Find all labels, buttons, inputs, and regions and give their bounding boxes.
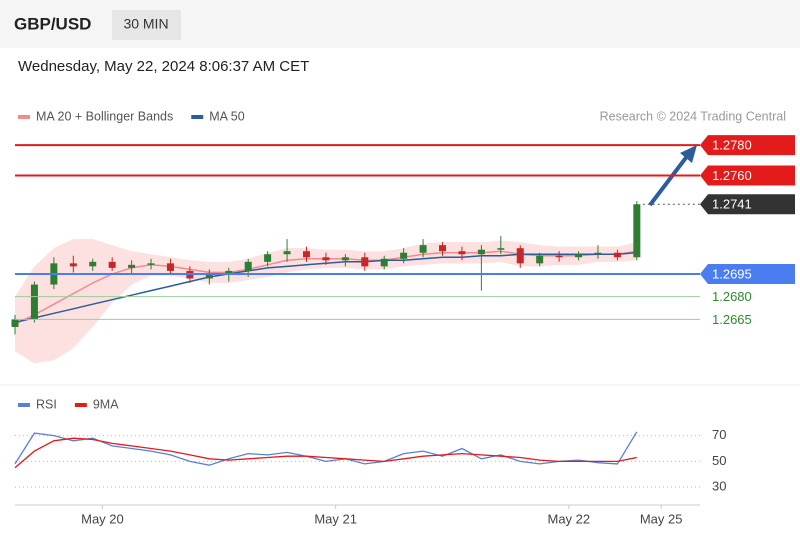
- candle-body: [302, 251, 310, 258]
- x-tick-label: May 25: [640, 511, 683, 526]
- candle-body: [244, 261, 252, 271]
- candle-body: [283, 251, 291, 255]
- legend-swatch: [74, 403, 87, 407]
- candle-body: [477, 249, 485, 255]
- candle-body: [419, 245, 427, 253]
- timeframe-box[interactable]: [112, 10, 181, 40]
- candle-body: [108, 261, 116, 268]
- level-label: 1.2665: [712, 312, 752, 327]
- x-tick-label: May 21: [314, 511, 357, 526]
- target-arrow-head: [680, 145, 697, 163]
- candle-body: [439, 245, 447, 252]
- timeframe[interactable]: 30 MIN: [123, 16, 168, 32]
- candle-body: [516, 248, 524, 264]
- candle-body: [128, 264, 136, 268]
- candle-body: [380, 258, 388, 267]
- candle-body: [458, 251, 466, 255]
- candle-body: [147, 263, 155, 265]
- x-tick-label: May 22: [548, 511, 591, 526]
- candle-body: [536, 255, 544, 264]
- series-line: [14, 437, 637, 469]
- candle-body: [361, 257, 369, 267]
- credit: Research © 2024 Trading Central: [600, 109, 786, 123]
- symbol: GBP/USD: [14, 14, 91, 33]
- x-tick-label: May 20: [81, 511, 124, 526]
- level-label: 1.2680: [712, 289, 752, 304]
- legend-label: RSI: [36, 397, 57, 411]
- level-tag: [700, 194, 795, 215]
- level-tag: [700, 263, 795, 284]
- candle-body: [497, 248, 505, 250]
- candle-body: [322, 257, 330, 261]
- candle-body: [400, 252, 408, 259]
- candle-body: [30, 284, 38, 320]
- target-arrow-shaft: [648, 153, 690, 207]
- candle-body: [555, 255, 563, 258]
- candle-body: [633, 204, 641, 258]
- candle-body: [225, 270, 233, 274]
- candle-body: [341, 257, 349, 261]
- legend-label: MA 50: [209, 109, 244, 123]
- candle-body: [575, 254, 583, 258]
- candle-body: [205, 273, 213, 279]
- candle-body: [166, 263, 174, 271]
- level-label: 1.2780: [712, 138, 752, 153]
- level-label: 1.2760: [712, 168, 752, 183]
- candle-body: [594, 252, 602, 255]
- candle-body: [264, 254, 272, 262]
- series-line: [14, 431, 638, 466]
- legend-swatch: [191, 115, 204, 119]
- candle-body: [11, 319, 19, 327]
- y-tick-label: 30: [712, 479, 726, 494]
- timestamp: Wednesday, May 22, 2024 8:06:37 AM CET: [18, 58, 309, 75]
- legend-swatch: [18, 403, 30, 407]
- candle-body: [89, 261, 97, 267]
- level-tag: [700, 135, 795, 156]
- legend-label: MA 20 + Bollinger Bands: [36, 109, 173, 123]
- level-label: 1.2741: [712, 197, 752, 212]
- level-label: 1.2695: [712, 266, 752, 281]
- y-tick-label: 70: [712, 427, 726, 442]
- legend-swatch: [18, 115, 30, 119]
- y-tick-label: 50: [712, 453, 726, 468]
- candle-body: [69, 263, 77, 267]
- level-tag: [700, 165, 795, 186]
- legend-label: 9MA: [93, 397, 119, 411]
- candle-body: [613, 252, 621, 258]
